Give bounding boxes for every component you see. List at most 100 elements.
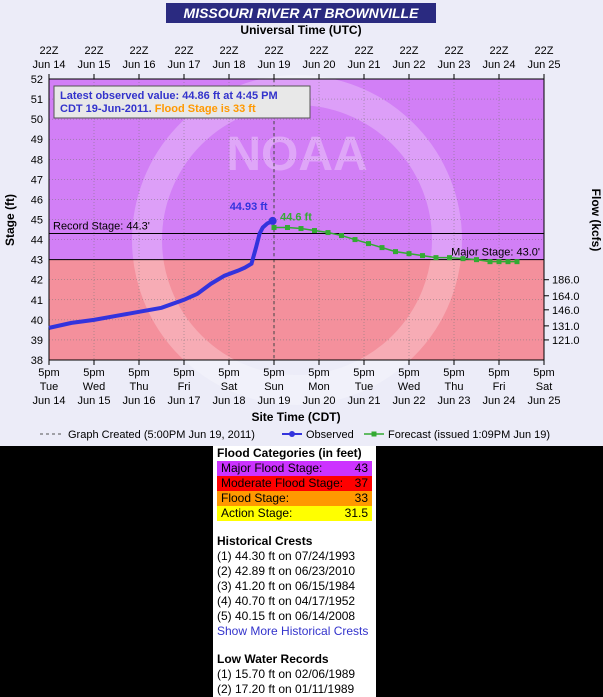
utc-tick-label: 22Z xyxy=(130,45,149,57)
x-tick-label: Mon xyxy=(308,381,329,393)
flood-category-action: Action Stage: 31.5 xyxy=(217,506,372,521)
utc-tick-label: Jun 20 xyxy=(302,59,335,71)
legend-created: Graph Created (5:00PM Jun 19, 2011) xyxy=(68,429,255,441)
flow-tick-label: 131.0 xyxy=(552,321,580,333)
x-tick-label: Jun 25 xyxy=(527,395,560,407)
flood-categories-table: Major Flood Stage: 43 Moderate Flood Sta… xyxy=(217,461,372,521)
y-tick-label: 43 xyxy=(31,255,43,267)
forecast-point xyxy=(487,259,493,265)
forecast-point xyxy=(366,241,371,247)
historical-crests-title: Historical Crests xyxy=(217,534,313,548)
low-water-item: (1) 15.70 ft on 02/06/1989 xyxy=(217,667,356,681)
utc-tick-label: Jun 24 xyxy=(482,59,515,71)
x-tick-label: 5pm xyxy=(398,367,419,379)
forecast-annotation: 44.6 ft xyxy=(280,212,312,224)
x-tick-label: Fri xyxy=(178,381,191,393)
latest-value-box xyxy=(53,85,311,119)
forecast-point xyxy=(285,225,290,231)
utc-tick-label: 22Z xyxy=(265,45,284,57)
flood-category-label: Action Stage: xyxy=(221,506,293,520)
flood-category-value: 43 xyxy=(354,461,368,475)
x-tick-label: 5pm xyxy=(263,367,284,379)
y-tick-label: 52 xyxy=(31,74,43,86)
info-panel: Flood Categories (in feet) Major Flood S… xyxy=(213,446,376,697)
x-tick-label: Jun 15 xyxy=(77,395,110,407)
chart-title: MISSOURI RIVER AT BROWNVILLE xyxy=(184,5,420,21)
x-tick-label: Fri xyxy=(493,381,506,393)
x-tick-label: Jun 17 xyxy=(167,395,200,407)
forecast-point xyxy=(447,255,452,261)
x-tick-label: Jun 19 xyxy=(257,395,290,407)
crest-item: (1) 44.30 ft on 07/24/1993 xyxy=(217,549,356,563)
utc-tick-label: Jun 21 xyxy=(347,59,380,71)
observed-point xyxy=(268,216,277,225)
flow-tick-label: 146.0 xyxy=(552,305,580,317)
flood-category-label: Flood Stage: xyxy=(221,491,290,505)
forecast-point xyxy=(460,256,466,262)
forecast-point xyxy=(271,225,277,231)
flood-category-flood: Flood Stage: 33 xyxy=(217,491,372,506)
x-tick-label: 5pm xyxy=(38,367,59,379)
latest-value-line2: CDT 19-Jun-2011. Flood Stage is 33 ft xyxy=(60,103,256,115)
legend-observed: Observed xyxy=(306,429,354,441)
x-tick-label: Wed xyxy=(83,381,105,393)
flood-category-value: 31.5 xyxy=(344,506,368,520)
hydrograph-chart: MISSOURI RIVER AT BROWNVILLE Universal Ti… xyxy=(3,3,603,441)
forecast-point xyxy=(474,257,479,263)
utc-tick-label: 22Z xyxy=(445,45,464,57)
flow-tick-label: 164.0 xyxy=(552,291,580,303)
flood-stage-note: Flood Stage is 33 ft xyxy=(155,103,256,115)
forecast-point xyxy=(298,226,304,232)
forecast-point xyxy=(406,251,412,257)
legend-forecast: Forecast (issued 1:09PM Jun 19) xyxy=(388,429,550,441)
x-tick-label: 5pm xyxy=(488,367,509,379)
forecast-point xyxy=(352,237,358,243)
x-tick-label: Jun 23 xyxy=(437,395,470,407)
y-tick-label: 40 xyxy=(31,315,43,327)
y2-axis-title: Flow (kcfs) xyxy=(589,189,603,252)
y-tick-label: 41 xyxy=(31,295,43,307)
utc-tick-label: Jun 14 xyxy=(32,59,65,71)
x-tick-label: Thu xyxy=(445,381,464,393)
y-tick-label: 42 xyxy=(31,275,43,287)
utc-tick-label: 22Z xyxy=(355,45,374,57)
utc-tick-label: 22Z xyxy=(400,45,419,57)
threshold-label: Major Stage: 43.0' xyxy=(451,247,540,259)
x-tick-label: Jun 18 xyxy=(212,395,245,407)
x-tick-label: Sat xyxy=(221,381,238,393)
utc-tick-label: 22Z xyxy=(220,45,239,57)
y-axis-title: Stage (ft) xyxy=(3,194,17,246)
bottom-axis-title: Site Time (CDT) xyxy=(251,410,340,424)
utc-tick-label: 22Z xyxy=(310,45,329,57)
x-tick-label: 5pm xyxy=(443,367,464,379)
flow-tick-label: 186.0 xyxy=(552,275,580,287)
utc-tick-label: 22Z xyxy=(490,45,509,57)
low-water-item: (2) 17.20 ft on 01/11/1989 xyxy=(217,682,355,696)
peak-annotation: 44.93 ft xyxy=(230,201,268,213)
utc-tick-label: Jun 22 xyxy=(392,59,425,71)
y-tick-label: 38 xyxy=(31,355,43,367)
x-tick-label: 5pm xyxy=(173,367,194,379)
forecast-point xyxy=(496,259,502,265)
title-bar xyxy=(166,3,436,23)
watermark-text: NOAA xyxy=(226,128,367,181)
show-more-crests-link[interactable]: Show More Historical Crests xyxy=(217,624,369,638)
x-tick-label: Jun 16 xyxy=(122,395,155,407)
x-tick-label: Sat xyxy=(536,381,553,393)
forecast-point xyxy=(393,249,398,255)
flood-category-label: Major Flood Stage: xyxy=(221,461,323,475)
x-tick-label: 5pm xyxy=(353,367,374,379)
hydrograph-panel: MISSOURI RIVER AT BROWNVILLE Universal Ti… xyxy=(0,0,603,446)
x-tick-label: Sun xyxy=(264,381,284,393)
utc-tick-label: Jun 15 xyxy=(77,59,110,71)
y-tick-label: 46 xyxy=(31,194,43,206)
x-tick-label: Jun 14 xyxy=(32,395,65,407)
flood-categories-title: Flood Categories (in feet) xyxy=(217,446,362,460)
forecast-point xyxy=(312,228,317,234)
forecast-point xyxy=(420,253,425,259)
x-tick-label: 5pm xyxy=(218,367,239,379)
legend-observed-marker xyxy=(289,431,295,437)
x-tick-label: Jun 21 xyxy=(347,395,380,407)
forecast-point xyxy=(325,230,331,236)
utc-tick-label: 22Z xyxy=(40,45,59,57)
